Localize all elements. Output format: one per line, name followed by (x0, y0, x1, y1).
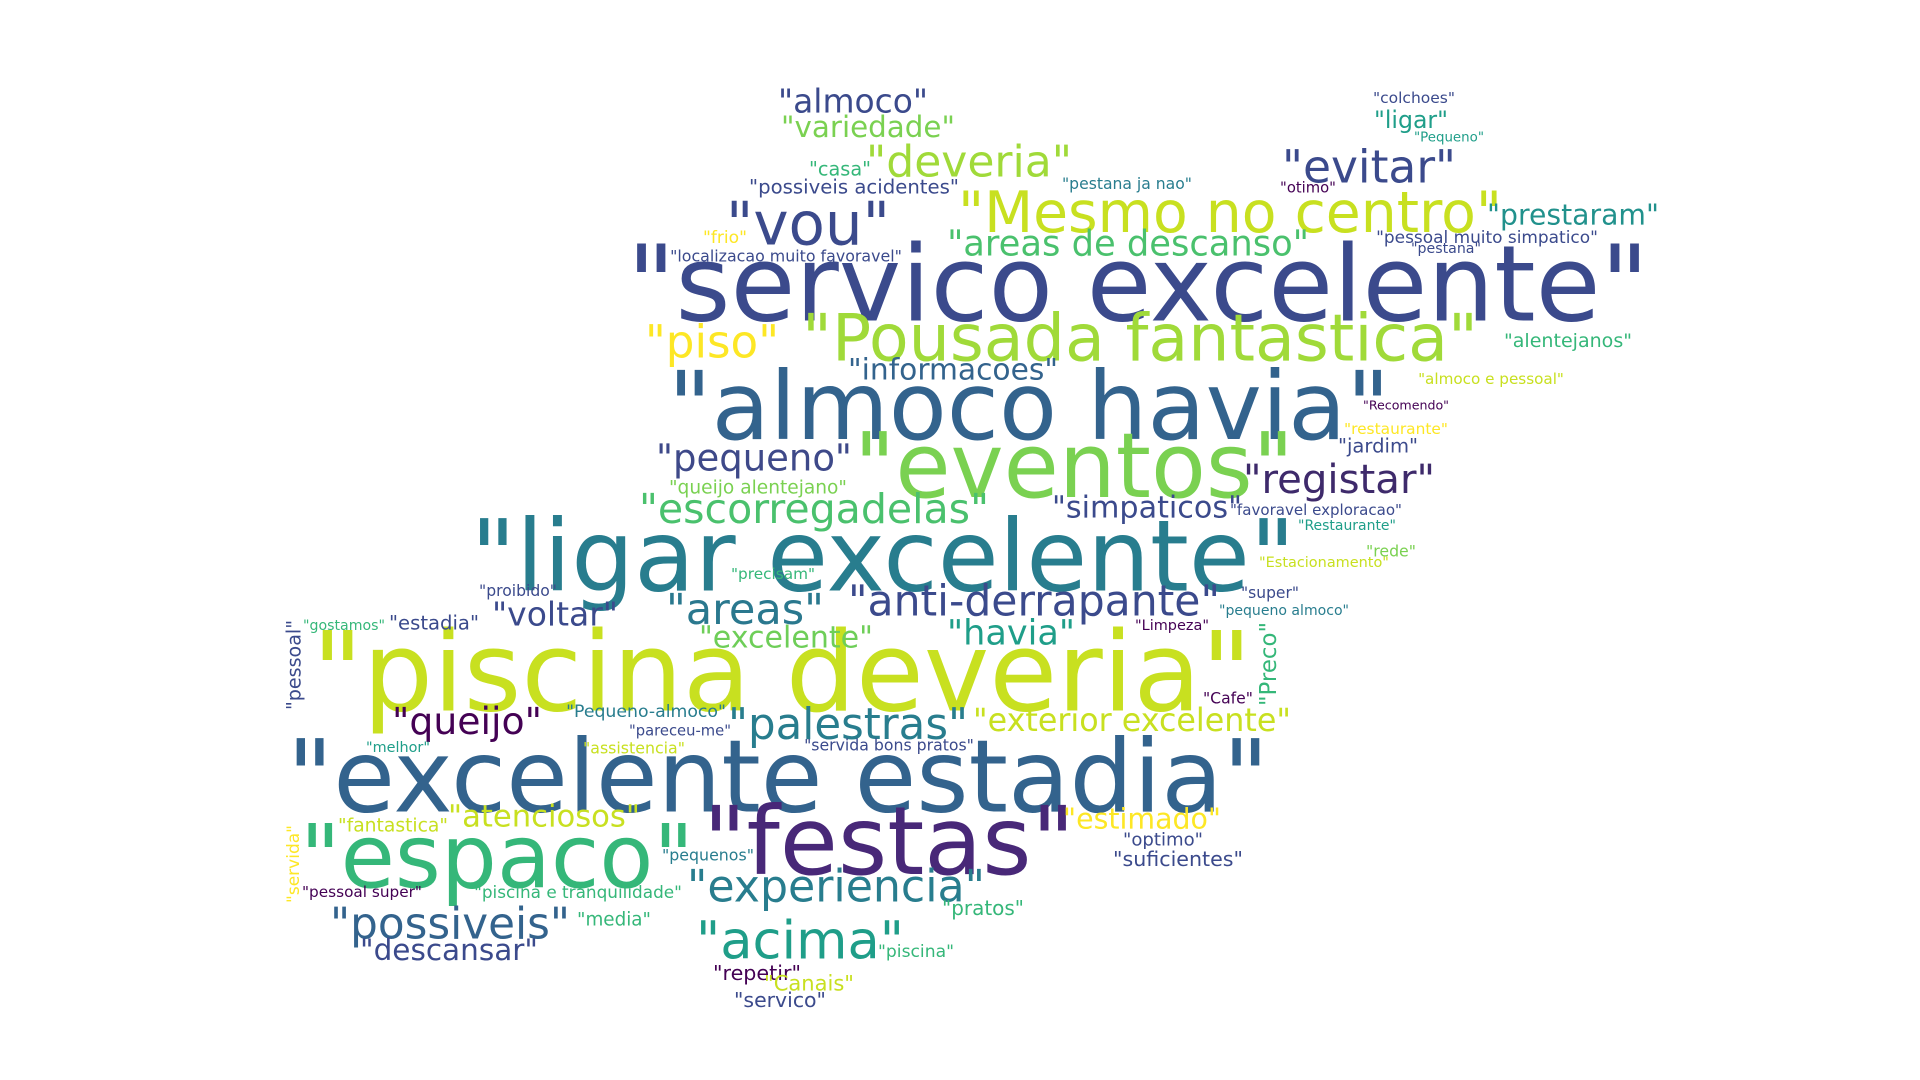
word-proibido: "proibido" (479, 582, 557, 600)
word-piscina: "piscina" (878, 942, 954, 962)
word-palestras: "palestras" (728, 700, 968, 750)
word-pessoal-muito-simpatico: "pessoal muito simpatico" (1376, 227, 1598, 247)
word-favoravel-exploracao: "favoravel exploracao" (1230, 501, 1402, 519)
word-piscina-e-tranquilidade: "piscina e tranquilidade" (474, 882, 682, 902)
word-otimo: "otimo" (1280, 180, 1336, 197)
word-ligar-excelente: "ligar excelente" (471, 500, 1296, 615)
word-pessoal: "pessoal" (283, 620, 306, 710)
word-pequeno-almoco: "pequeno almoco" (1219, 603, 1349, 619)
word-super: "super" (1241, 584, 1299, 602)
word-suficientes: "suficientes" (1113, 847, 1243, 871)
word-pousada-fantastica: "Pousada fantastica" (802, 302, 1478, 377)
word-experiencia: "experiencia" (687, 862, 985, 913)
word-anti-derrapante: "anti-derrapante" (848, 578, 1220, 627)
word-atenciosos: "atenciosos" (448, 800, 640, 835)
word-gostamos: "gostamos" (303, 618, 385, 634)
word-alentejanos: "alentejanos" (1504, 330, 1632, 352)
word-canais: "Canais" (764, 971, 854, 996)
word-media: "media" (577, 910, 651, 931)
word-ligar: "ligar" (1374, 106, 1448, 134)
word-rede: "rede" (1366, 542, 1416, 561)
word-fantastica: "fantastica" (338, 816, 448, 837)
word-servico: "servico" (734, 988, 826, 1012)
word-restaurante: "Restaurante" (1298, 518, 1396, 534)
word-pequenos: "pequenos" (662, 846, 754, 865)
word-prestaram: "prestaram" (1487, 199, 1659, 232)
word-pratos: "pratos" (942, 896, 1024, 920)
word-estadia: "estadia" (389, 612, 479, 635)
word-almoco-e-pessoal: "almoco e pessoal" (1418, 370, 1564, 388)
word-possiveis: "possiveis" (330, 899, 570, 950)
word-repetir: "repetir" (713, 961, 801, 985)
word-estimado: "estimado" (1063, 803, 1221, 836)
word-localizacao-muito-favoravel: "localizacao muito favoravel" (670, 247, 902, 266)
word-vou: "vou" (726, 191, 890, 260)
word-informacoes: "informacoes" (848, 353, 1058, 388)
word-piso: "piso" (645, 316, 779, 369)
word-pequeno-almoco: "Pequeno-almoco" (566, 702, 726, 722)
word-acima: "acima" (696, 911, 904, 972)
word-melhor: "melhor" (366, 740, 430, 756)
word-queijo: "queijo" (392, 699, 542, 743)
word-mesmo-no-centro: "Mesmo no centro" (958, 180, 1502, 246)
word-servida-bons-pratos: "servida bons pratos" (804, 736, 974, 755)
word-excelente-estadia: "excelente estadia" (287, 719, 1269, 836)
word-espaco: "espaco" (300, 806, 694, 909)
word-cafe: "Cafe" (1203, 689, 1253, 708)
word-variedade: "variedade" (781, 110, 955, 144)
word-eventos: "eventos" (854, 415, 1294, 519)
word-simpaticos: "simpaticos" (1052, 491, 1242, 526)
word-colchoes: "colchoes" (1373, 89, 1455, 107)
word-excelente: "excelente" (699, 621, 873, 656)
word-escorregadelas: "escorregadelas" (639, 485, 989, 533)
word-piscina-deveria: "piscina deveria" (312, 609, 1252, 738)
word-pequeno: "Pequeno" (1414, 131, 1484, 146)
word-preco: "Preco" (1256, 622, 1282, 706)
word-registar: "registar" (1243, 457, 1435, 503)
word-exterior-excelente: "exterior excelente" (973, 703, 1291, 739)
word-almoco: "almoco" (778, 82, 928, 121)
word-pestana: "pestana" (1411, 241, 1481, 257)
word-limpeza: "Limpeza" (1135, 618, 1209, 634)
word-areas: "areas" (666, 585, 824, 635)
word-jardim: "jardim" (1338, 435, 1418, 458)
word-pequeno: "pequeno" (656, 437, 852, 480)
word-estacionamento: "Estacionamento" (1259, 555, 1389, 571)
word-frio: "frio" (703, 228, 747, 248)
word-pessoal-super: "pessoal super" (302, 883, 422, 901)
word-evitar: "evitar" (1282, 141, 1456, 194)
word-optimo: "optimo" (1123, 830, 1203, 851)
word-queijo-alentejano: "queijo alentejano" (669, 478, 847, 499)
word-havia: "havia" (947, 613, 1075, 654)
word-possiveis-acidentes: "possiveis acidentes" (749, 176, 959, 199)
word-recomendo: "Recomendo" (1363, 398, 1449, 413)
word-casa: "casa" (809, 158, 871, 181)
word-descansar: "descansar" (360, 933, 538, 967)
word-pareceu-me: "pareceu-me" (629, 723, 731, 740)
word-servida: "servida" (284, 825, 304, 903)
word-festas: "festas" (703, 787, 1075, 897)
word-restaurante: "restaurante" (1344, 420, 1448, 438)
word-pestana-ja-nao: "pestana ja nao" (1062, 175, 1192, 193)
word-areas-de-descanso: "areas de descanso" (947, 224, 1309, 265)
word-assistencia: "assistencia" (583, 739, 685, 758)
word-deveria: "deveria" (866, 137, 1072, 188)
word-servico-excelente: "servico excelente" (627, 223, 1649, 346)
word-precisam: "precisam" (731, 565, 815, 583)
word-voltar: "voltar" (492, 595, 618, 634)
word-almoco-havia: "almoco havia" (668, 352, 1390, 462)
